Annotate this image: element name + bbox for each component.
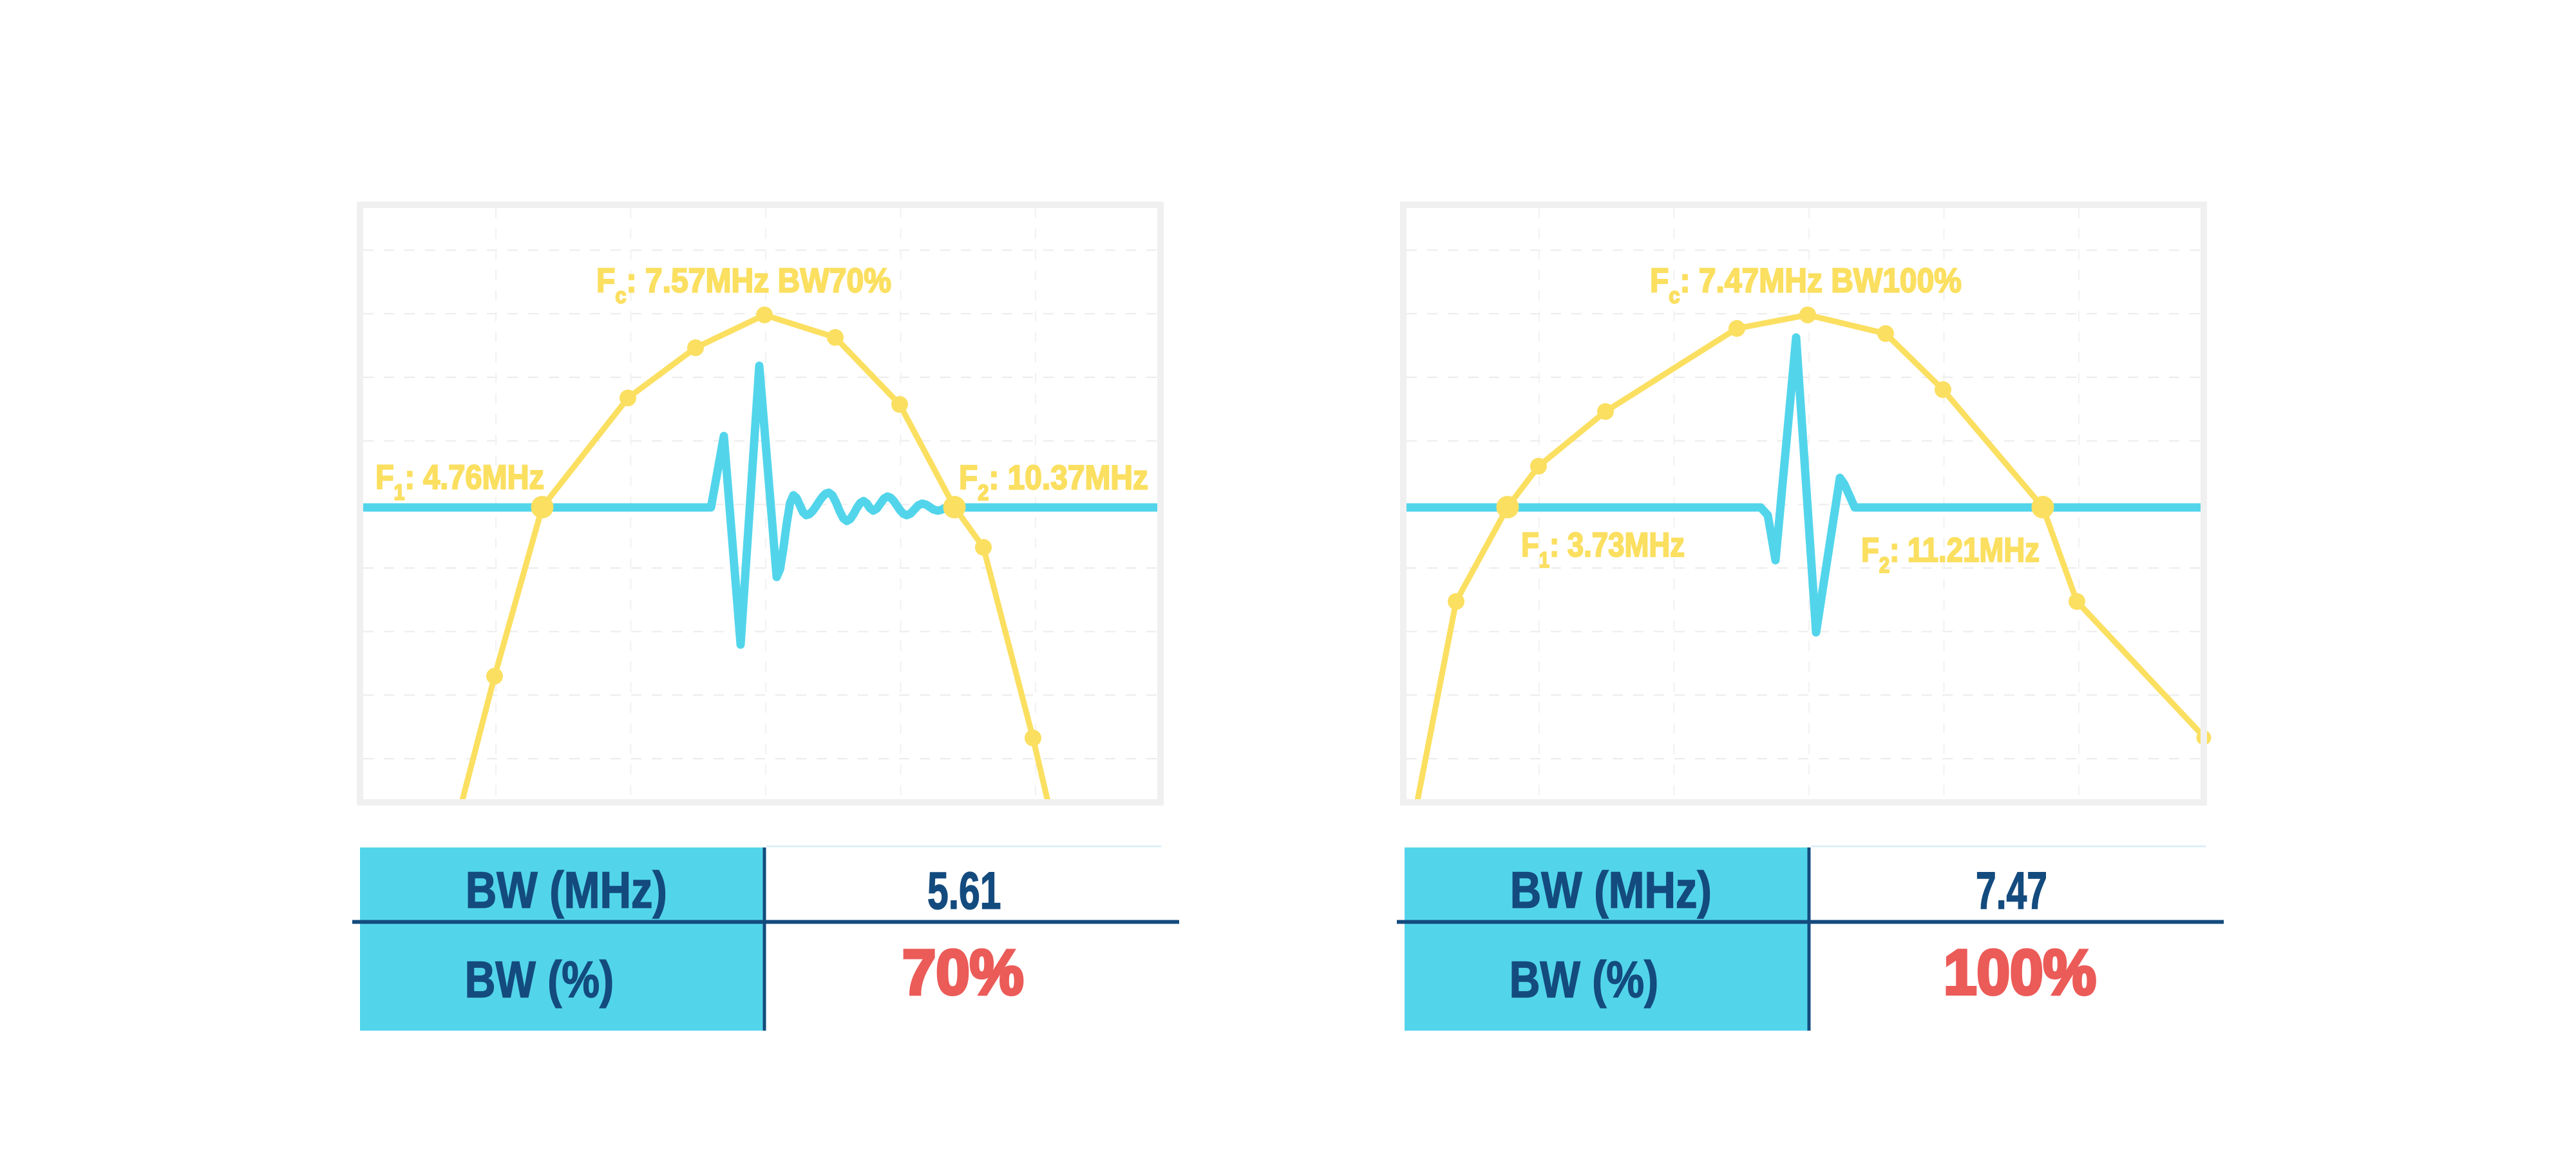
svg-text:7.47: 7.47 xyxy=(1976,862,2047,920)
svg-text:5.61: 5.61 xyxy=(927,862,1001,920)
svg-text:BW (%): BW (%) xyxy=(465,951,614,1008)
svg-text:100%: 100% xyxy=(1944,937,2096,1008)
svg-text:70%: 70% xyxy=(902,937,1024,1008)
svg-text:BW (%): BW (%) xyxy=(1510,951,1659,1008)
svg-text:F1: 4.76MHz: F1: 4.76MHz xyxy=(375,459,544,505)
svg-text:BW (MHz): BW (MHz) xyxy=(1510,861,1712,918)
svg-text:BW (MHz): BW (MHz) xyxy=(466,861,667,918)
